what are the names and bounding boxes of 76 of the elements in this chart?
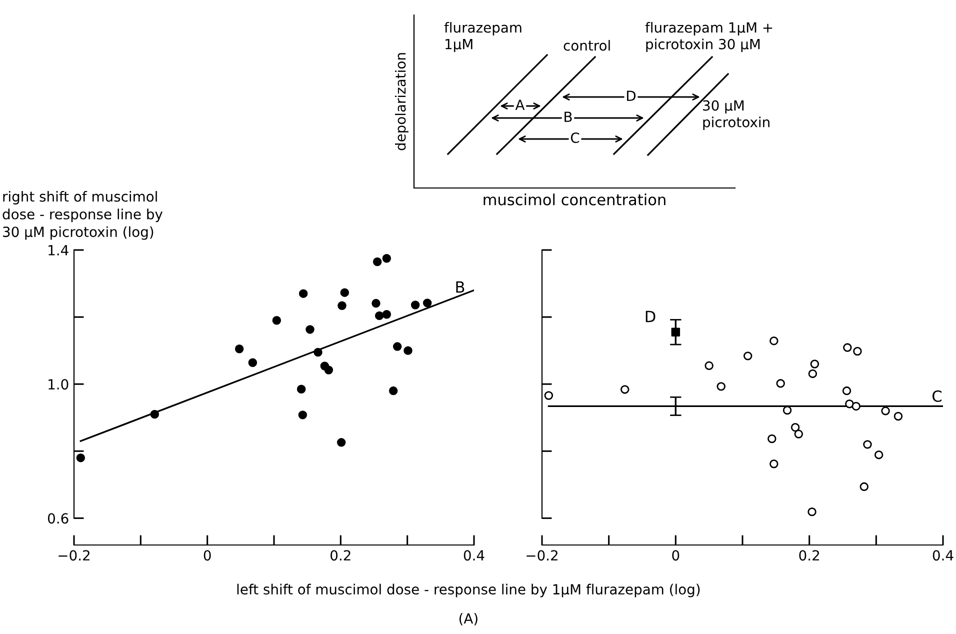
point — [743, 352, 752, 360]
text: depolarization — [395, 53, 408, 150]
x-tick-label: 0 — [672, 550, 680, 561]
point — [410, 300, 420, 310]
point — [338, 301, 346, 310]
x-tick-label: 0.2 — [799, 550, 819, 561]
point — [324, 366, 334, 374]
point — [808, 369, 818, 378]
point — [620, 385, 630, 394]
annotation: C — [932, 390, 942, 402]
point — [794, 430, 804, 438]
point — [392, 342, 402, 351]
annotation: D — [646, 310, 656, 322]
x-tick-label: 0.4 — [932, 550, 954, 561]
y-tick-label: 1.0 — [48, 379, 68, 390]
point — [845, 400, 854, 408]
point — [76, 453, 86, 462]
point — [704, 361, 714, 370]
point — [336, 438, 346, 447]
text: D — [627, 90, 636, 101]
point — [852, 402, 860, 411]
point — [716, 382, 726, 391]
point — [298, 289, 308, 298]
point — [894, 412, 903, 421]
point — [881, 406, 890, 416]
point — [296, 384, 306, 394]
point — [422, 298, 432, 308]
point — [382, 310, 392, 319]
point — [790, 422, 800, 432]
x-tick-label: 0.4 — [464, 550, 484, 561]
point — [272, 316, 282, 325]
point — [234, 344, 244, 354]
point — [768, 434, 776, 444]
point — [314, 348, 322, 357]
point — [860, 482, 869, 492]
point — [374, 311, 384, 320]
point — [770, 336, 778, 346]
text: A — [515, 100, 525, 110]
text: B — [564, 112, 572, 122]
point — [372, 257, 382, 266]
point — [842, 386, 852, 396]
x-tick-label: 0 — [204, 550, 211, 561]
text: control — [564, 40, 610, 51]
point — [372, 298, 380, 308]
point — [853, 346, 862, 356]
y-tick-label: 1.4 — [48, 245, 68, 256]
point — [248, 358, 258, 368]
point — [382, 254, 392, 263]
point — [404, 346, 412, 355]
x-tick-label: 0.2 — [330, 550, 350, 561]
point — [340, 288, 350, 297]
x-axis-title: left shift of muscimol dose - response line by 1μM flurazepam (log) — [237, 584, 700, 598]
text: (A) — [459, 612, 478, 626]
point — [874, 450, 884, 460]
point — [863, 440, 872, 449]
point — [388, 386, 398, 396]
point — [776, 379, 785, 388]
x-tick-label: −0.2 — [526, 550, 558, 561]
point — [810, 360, 820, 368]
point — [671, 328, 680, 336]
annotation: B — [456, 281, 464, 293]
text: 30 μM picrotoxin — [703, 100, 770, 130]
point — [808, 507, 816, 516]
point — [306, 325, 314, 334]
point — [843, 343, 852, 352]
x-tick-label: −0.2 — [58, 550, 90, 561]
y-tick-label: 0.6 — [48, 513, 68, 524]
point — [298, 410, 308, 420]
text: flurazepam 1μM — [444, 22, 522, 52]
point — [150, 410, 160, 419]
point — [544, 391, 554, 400]
text: C — [570, 132, 580, 144]
text: muscimol concentration — [484, 194, 666, 206]
text: flurazepam 1μM + picrotoxin 30 μM — [645, 22, 772, 52]
y-axis-title: right shift of muscimol dose - response line by 30 μM picrotoxin (log) — [2, 191, 163, 240]
point — [770, 460, 778, 468]
